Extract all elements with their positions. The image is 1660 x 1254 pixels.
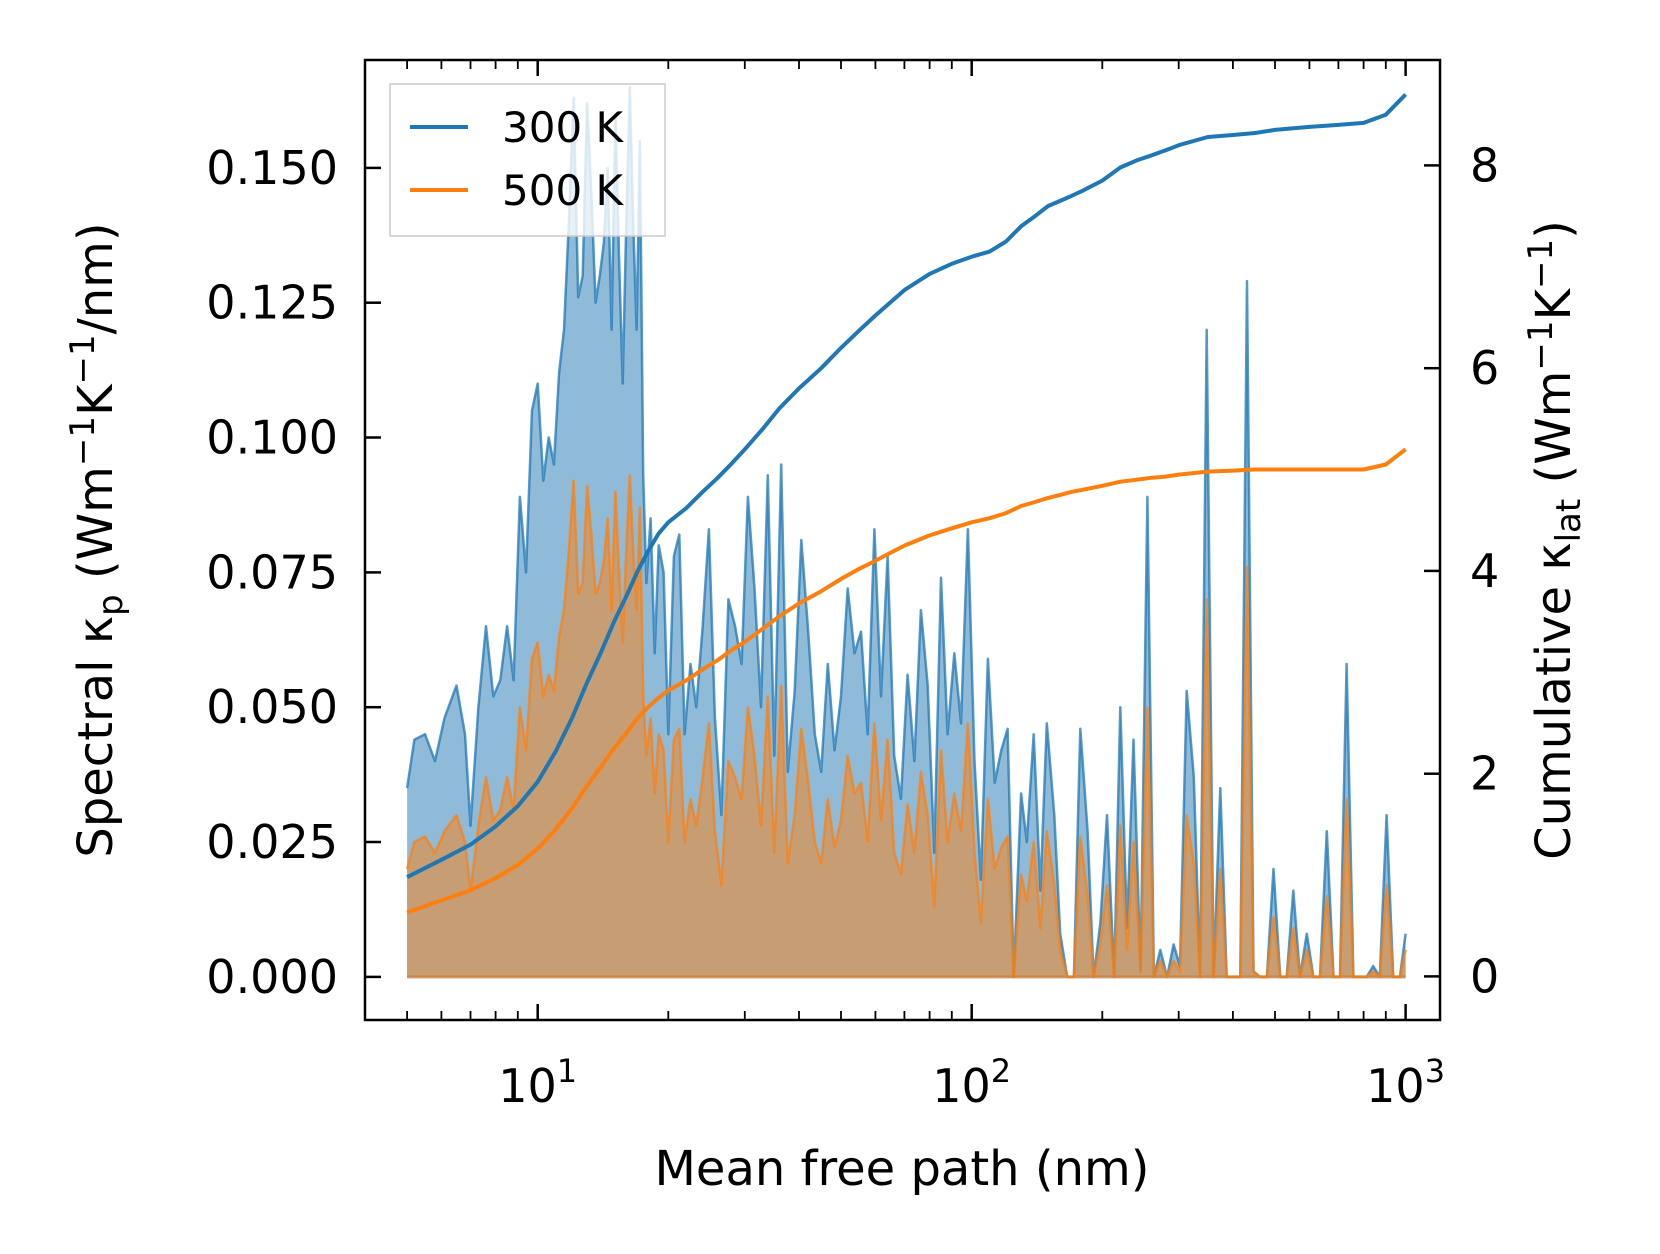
y-right-tick-label-2: 2 (1470, 747, 1499, 801)
y-right-tick-label-6: 6 (1470, 341, 1499, 395)
y-axis-label-right: Cumulative κlat (Wm−1K−1) (1521, 220, 1589, 860)
cumulative-line-500k (406, 447, 1407, 915)
y-left-tick-label-0.000: 0.000 (206, 950, 338, 1004)
y-left-tick-label-0.025: 0.025 (206, 815, 338, 869)
y-left-tick-label-0.050: 0.050 (206, 680, 338, 734)
x-tick-label-10: 101 (498, 1052, 577, 1113)
legend: 300 K 500 K (389, 83, 666, 237)
cumulative-lines (406, 93, 1408, 915)
x-tick-label-1000: 103 (1366, 1052, 1445, 1113)
y-left-tick-label-0.150: 0.150 (206, 141, 338, 195)
cumulative-line-300k (406, 93, 1408, 879)
tick-labels: 101 102 103 0.000 0.025 0.050 0.075 0.100 0.125 0… (206, 138, 1499, 1113)
axis-ticks (364, 60, 1440, 1020)
spectral-area-500k (407, 475, 1406, 977)
y-axis-label-left: Spectral κp (Wm−1K−1/nm) (63, 222, 131, 857)
legend-label-500k: 500 K (502, 166, 625, 215)
y-left-tick-label-0.125: 0.125 (206, 276, 338, 330)
legend-box (389, 83, 666, 237)
y-left-tick-label-0.100: 0.100 (206, 411, 338, 465)
x-tick-label-100: 102 (932, 1052, 1011, 1113)
y-right-tick-label-4: 4 (1470, 544, 1499, 598)
y-left-tick-label-0.075: 0.075 (206, 545, 338, 599)
y-right-tick-label-0: 0 (1470, 949, 1499, 1003)
plot-frame (363, 58, 1442, 1022)
y-right-tick-label-8: 8 (1470, 138, 1499, 192)
x-axis-label: Mean free path (nm) (655, 1141, 1150, 1197)
legend-label-300k: 300 K (502, 103, 625, 152)
